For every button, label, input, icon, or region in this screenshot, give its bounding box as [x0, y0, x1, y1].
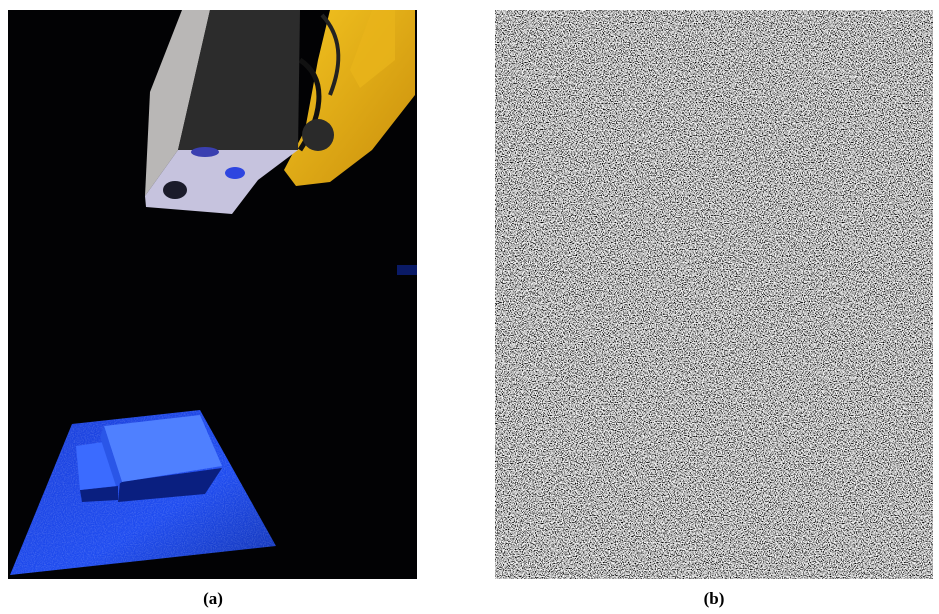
noise-b — [495, 10, 933, 579]
caption: (a) — [203, 589, 223, 608]
caption: (b) — [704, 589, 725, 608]
page: (a) (b) (() => { const data = JSON.parse… — [0, 0, 939, 614]
photo-a — [8, 10, 417, 579]
figure: (a) (b) — [0, 0, 939, 614]
